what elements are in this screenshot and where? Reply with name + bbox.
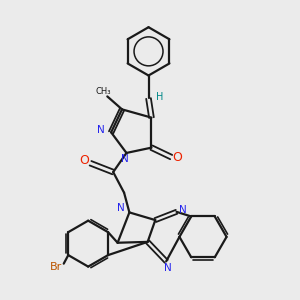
- Text: O: O: [173, 151, 183, 164]
- Text: N: N: [117, 203, 125, 213]
- Text: N: N: [97, 125, 105, 135]
- Text: N: N: [164, 263, 172, 273]
- Text: N: N: [121, 154, 129, 164]
- Text: N: N: [179, 206, 187, 215]
- Text: CH₃: CH₃: [95, 87, 111, 96]
- Text: Br: Br: [50, 262, 62, 272]
- Text: O: O: [79, 154, 89, 167]
- Text: H: H: [156, 92, 164, 102]
